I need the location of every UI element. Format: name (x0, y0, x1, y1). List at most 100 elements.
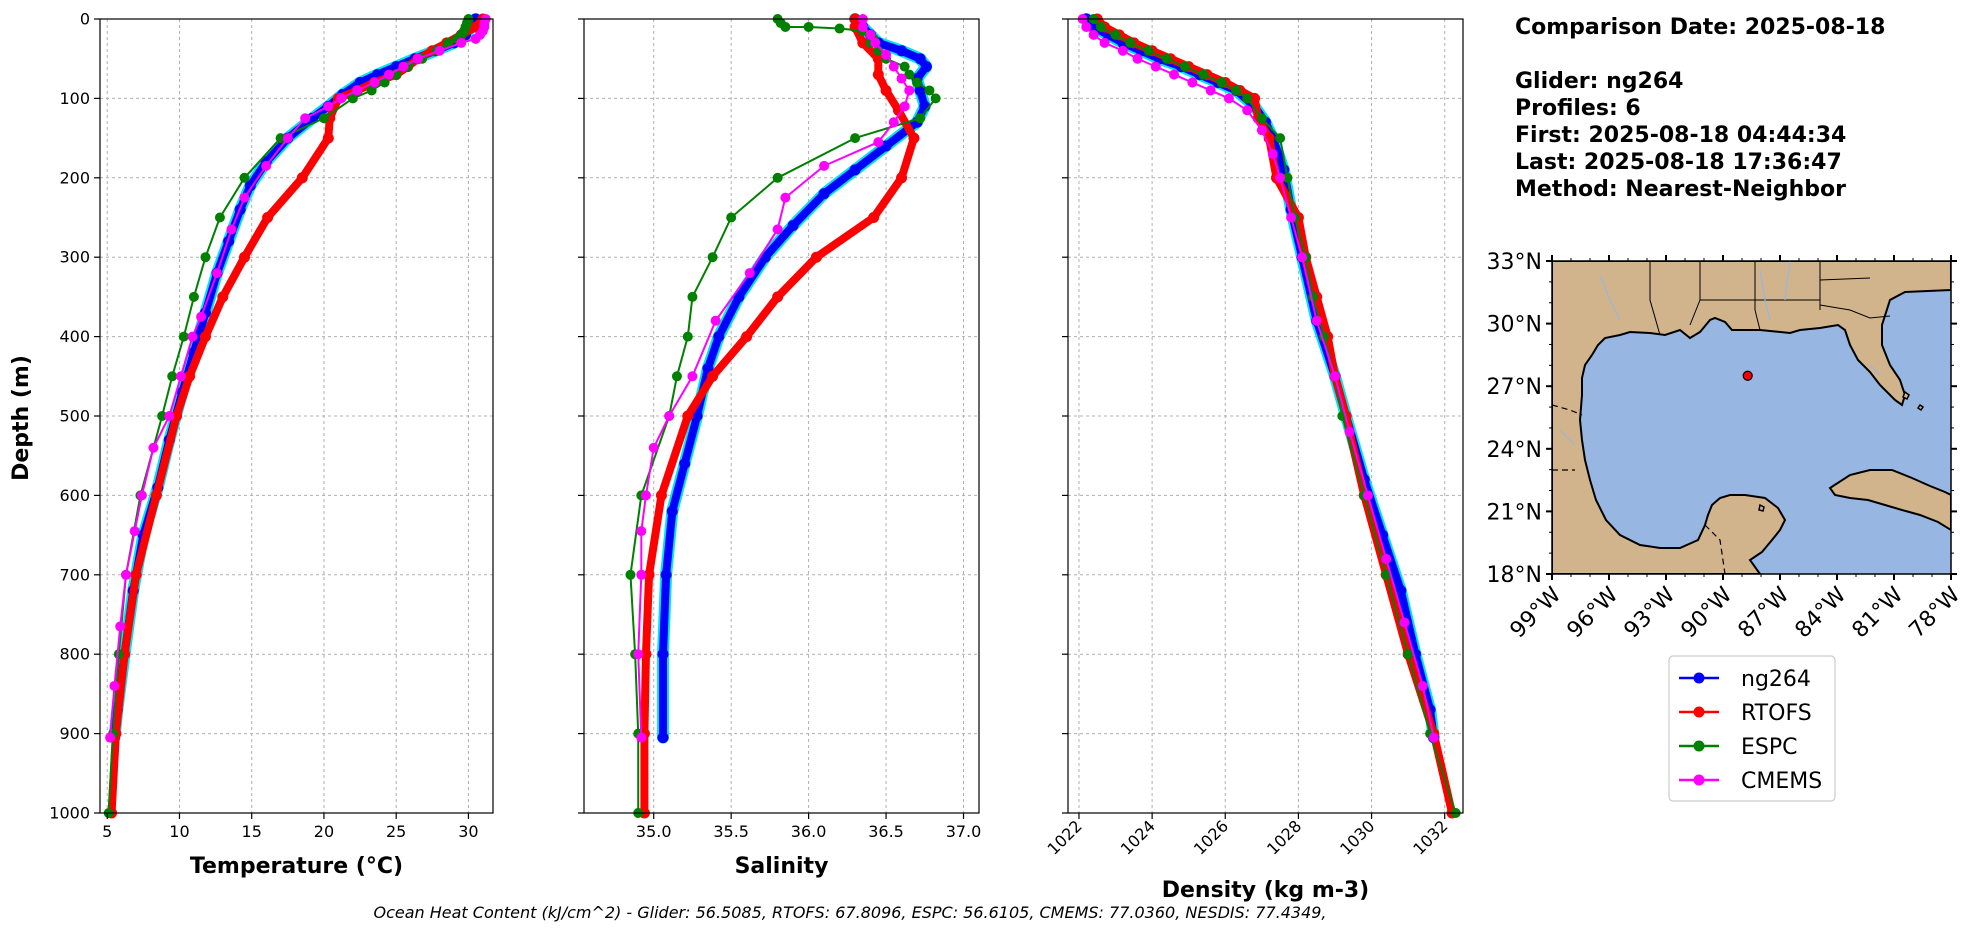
glider-name: Glider: ng264 (1515, 69, 1684, 94)
data-point (1125, 37, 1136, 48)
data-point (643, 569, 655, 581)
data-point (1081, 21, 1092, 32)
data-point (640, 490, 651, 501)
data-point (850, 133, 861, 144)
data-point (239, 192, 250, 203)
legend-label: CMEMS (1741, 769, 1822, 794)
data-point (1099, 37, 1110, 48)
lon-tick-label: 81°W (1848, 582, 1909, 643)
data-point (664, 411, 675, 421)
y-tick-label: 700 (59, 565, 90, 584)
y-axis-label: Depth (m) (9, 355, 34, 481)
data-point (434, 45, 445, 56)
data-point (657, 648, 669, 660)
data-point (261, 160, 272, 171)
data-point (1286, 212, 1297, 223)
comparison-date: Comparison Date: 2025-08-18 (1515, 15, 1886, 40)
data-point (780, 192, 791, 203)
data-point (1110, 29, 1121, 40)
data-point (187, 331, 198, 342)
data-point (915, 113, 926, 124)
data-point (282, 133, 293, 144)
data-point (412, 53, 423, 64)
lat-tick-label: 27°N (1487, 375, 1542, 400)
data-point (679, 458, 691, 470)
y-tick-label: 400 (59, 327, 90, 346)
x-tick-label: 36.5 (868, 822, 904, 841)
data-point (1180, 61, 1191, 72)
x-tick-label: 5 (102, 822, 112, 841)
data-point (1132, 53, 1143, 64)
islands (1758, 390, 1925, 512)
lat-tick-label: 33°N (1487, 250, 1542, 275)
data-point (707, 252, 718, 263)
data-point (1242, 105, 1253, 116)
data-point (625, 569, 636, 580)
data-point (1242, 93, 1253, 104)
data-point (682, 410, 694, 422)
data-point (369, 77, 380, 88)
legend-item-ng264: ng264 (1679, 667, 1811, 692)
data-point (1428, 732, 1439, 743)
data-point (150, 489, 162, 501)
data-point (164, 411, 175, 421)
data-point (899, 101, 910, 112)
cuba-land (1828, 469, 1951, 532)
data-point (772, 224, 783, 235)
temperature-panel: 5 10 15 20 25 3001002003004005006007008009001… (49, 10, 494, 879)
data-point (726, 212, 737, 223)
data-point (660, 569, 672, 581)
data-point (1187, 77, 1198, 88)
data-point (178, 331, 189, 342)
data-point (1088, 29, 1099, 40)
data-point (379, 77, 390, 88)
series-CMEMS (633, 14, 915, 743)
method: Method: Nearest-Neighbor (1515, 177, 1846, 202)
data-point (810, 251, 822, 263)
legend-item-RTOFS: RTOFS (1679, 701, 1812, 726)
x-tick-label: 30 (458, 822, 478, 841)
data-point (1150, 61, 1161, 72)
data-point (456, 37, 467, 48)
data-point (398, 61, 409, 72)
data-point (1399, 617, 1410, 628)
north-america-land (1552, 261, 1951, 574)
data-point (1169, 69, 1180, 80)
data-point (148, 442, 159, 453)
data-point (171, 410, 183, 422)
data-point (109, 680, 120, 691)
data-point (113, 649, 124, 660)
y-tick-label: 1000 (49, 804, 90, 823)
data-point (1297, 252, 1308, 263)
data-point (920, 61, 932, 73)
data-point (1275, 133, 1286, 144)
x-tick-label: 1030 (1336, 816, 1378, 858)
lon-tick-label: 96°W (1563, 582, 1624, 643)
data-point (1198, 69, 1209, 80)
data-point (1231, 85, 1242, 96)
data-point (872, 53, 884, 65)
data-point (226, 224, 237, 235)
lat-tick-label: 18°N (1487, 563, 1542, 588)
legend-swatch-marker (1693, 672, 1705, 684)
x-tick-label: 36.0 (791, 822, 827, 841)
y-tick-label: 900 (59, 724, 90, 743)
data-point (188, 291, 199, 302)
lon-tick-label: 93°W (1620, 582, 1681, 643)
data-point (912, 77, 923, 88)
x-axis-label: Temperature (°C) (190, 854, 403, 879)
x-tick-label: 37.0 (946, 822, 982, 841)
y-tick-label: 800 (59, 645, 90, 664)
lon-tick-label: 84°W (1791, 582, 1852, 643)
data-point (366, 85, 377, 96)
data-point (868, 212, 880, 223)
data-point (657, 732, 669, 744)
data-point (780, 21, 791, 32)
data-point (121, 569, 132, 580)
data-point (671, 371, 682, 382)
data-point (914, 84, 926, 96)
series-ng264 (108, 13, 482, 744)
mexico-border (1552, 404, 1726, 574)
x-tick-label: 15 (242, 822, 262, 841)
data-point (175, 371, 186, 382)
